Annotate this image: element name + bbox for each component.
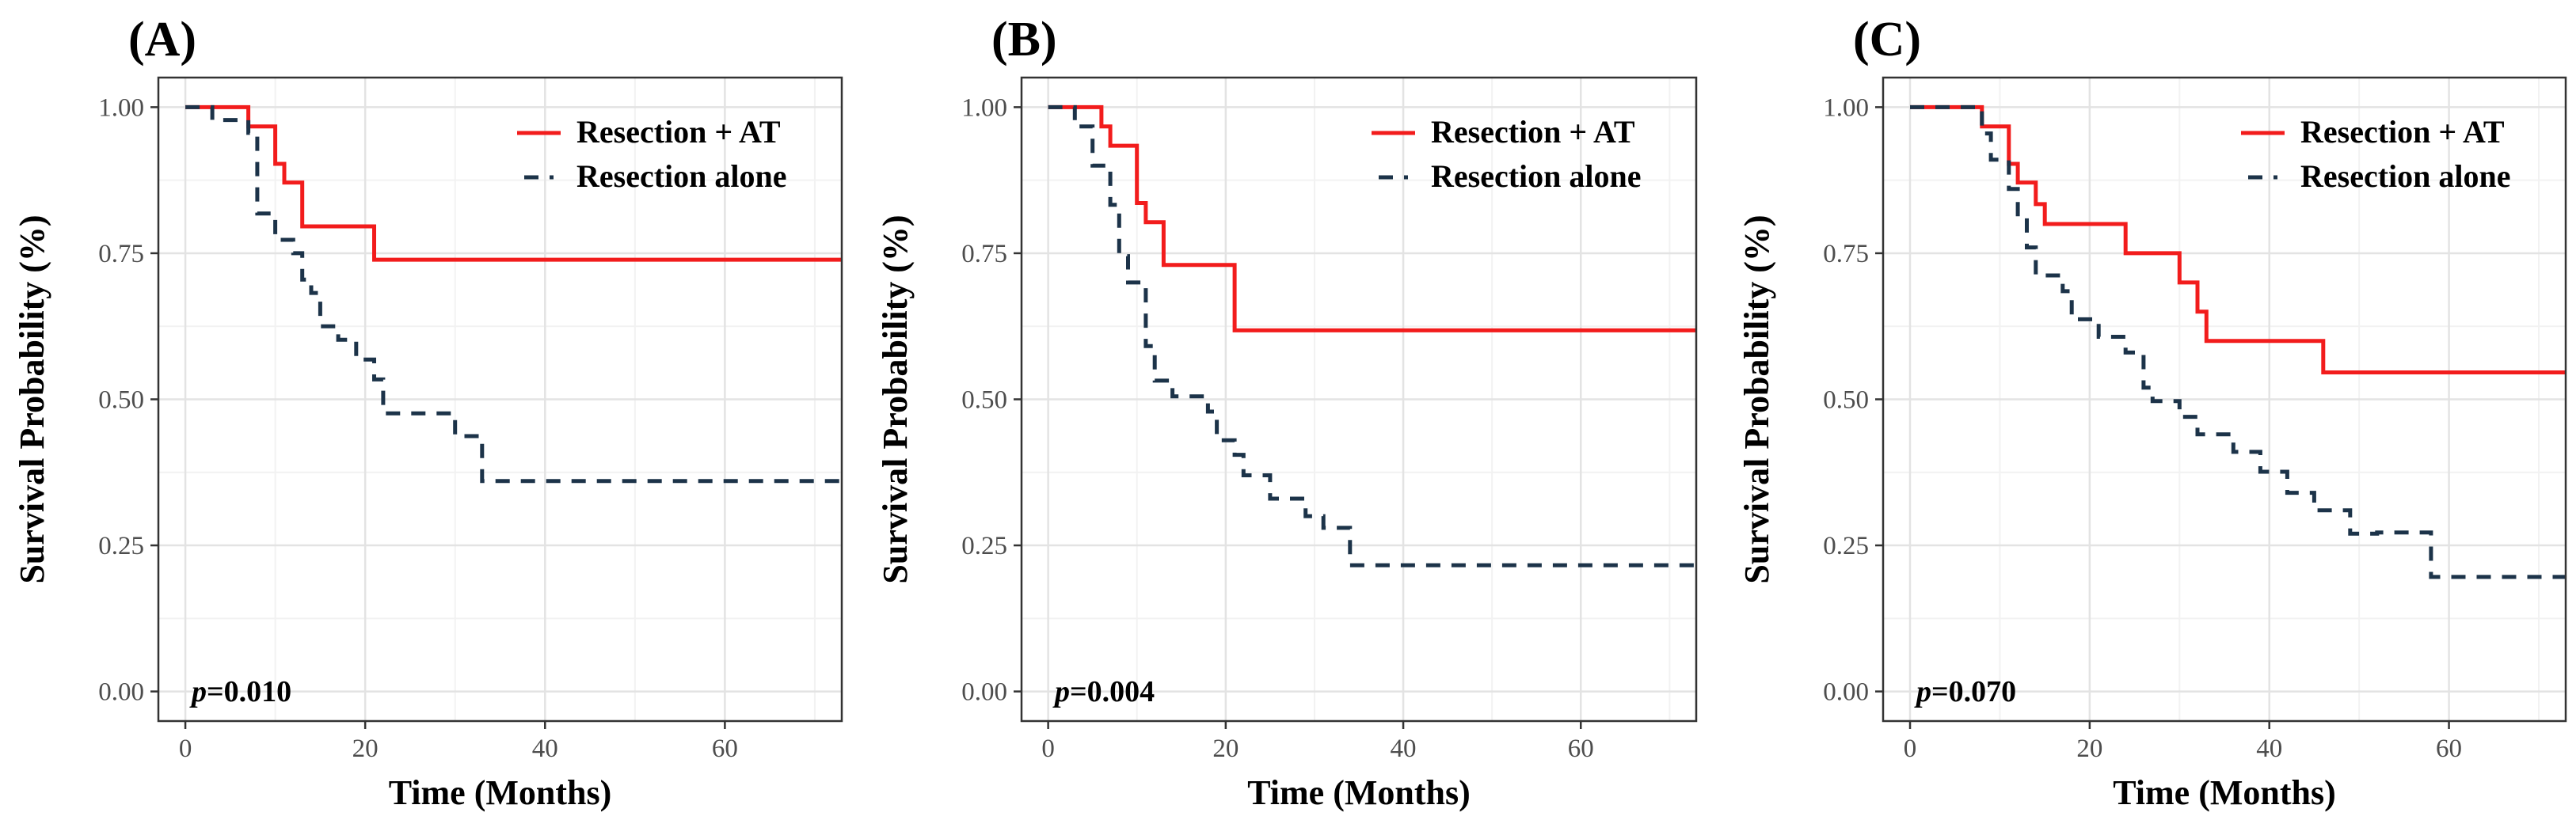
x-tick-label: 20 (352, 735, 379, 763)
x-tick-label: 40 (2256, 735, 2282, 763)
y-tick-label: 0.75 (1823, 240, 1869, 268)
x-tick-label: 0 (1041, 735, 1055, 763)
y-axis-title: Survival Probability (%) (13, 214, 51, 583)
y-tick-label: 0.00 (961, 678, 1007, 707)
x-tick-label: 20 (1212, 735, 1239, 763)
y-tick-label: 0.25 (98, 532, 144, 560)
series-line-resection-at (1048, 104, 1696, 332)
y-tick-label: 0.25 (1823, 532, 1869, 560)
x-axis-title: Time (Months) (2113, 773, 2336, 812)
p-value-number: =0.010 (207, 675, 291, 708)
x-tick-label: 40 (1391, 735, 1417, 763)
p-value-number: =0.004 (1070, 675, 1155, 708)
legend-label: Resection alone (576, 158, 787, 194)
series-line-resection-at (1910, 104, 2566, 374)
legend-label: Resection + AT (576, 114, 781, 150)
y-tick-label: 0.50 (1823, 386, 1869, 415)
y-tick-label: 1.00 (1823, 93, 1869, 122)
y-tick-label: 0.75 (961, 240, 1007, 268)
x-tick-label: 0 (179, 735, 192, 763)
p-value-symbol: p (1052, 675, 1070, 708)
legend-label: Resection alone (2300, 158, 2511, 194)
x-tick-label: 60 (1568, 735, 1594, 763)
series-line-resection-alone (1048, 104, 1696, 568)
x-tick-label: 60 (2436, 735, 2462, 763)
y-tick-label: 0.25 (961, 532, 1007, 560)
y-tick-label: 1.00 (961, 93, 1007, 122)
legend-label: Resection + AT (2300, 114, 2505, 150)
p-value-annotation: p=0.070 (1914, 675, 2016, 708)
chart-panel-b: 0 20 40 60 0.00 0.25 0.50 0.75 1.00 Time (Months)… (876, 13, 1698, 812)
y-tick-label: 0.75 (98, 240, 144, 268)
panel-label: (A) (128, 13, 196, 66)
p-value-annotation: p=0.004 (1052, 675, 1155, 708)
y-tick-label: 0.00 (98, 678, 144, 707)
chart-panel-c: 0 20 40 60 0.00 0.25 0.50 0.75 1.00 Time (Months)… (1737, 13, 2567, 812)
legend-label: Resection + AT (1431, 114, 1635, 150)
y-tick-label: 0.50 (961, 386, 1007, 415)
y-tick-label: 0.00 (1823, 678, 1869, 707)
p-value-annotation: p=0.010 (189, 675, 291, 708)
x-tick-label: 60 (712, 735, 738, 763)
panel-label: (B) (991, 13, 1057, 66)
y-axis-title: Survival Probability (%) (876, 214, 915, 583)
x-tick-label: 0 (1904, 735, 1917, 763)
y-tick-label: 0.50 (98, 386, 144, 415)
x-tick-label: 40 (532, 735, 558, 763)
y-axis-title: Survival Probability (%) (1737, 214, 1776, 583)
y-tick-label: 1.00 (98, 93, 144, 122)
p-value-symbol: p (189, 675, 207, 708)
p-value-symbol: p (1914, 675, 1931, 708)
x-axis-title: Time (Months) (1247, 773, 1471, 812)
x-tick-label: 20 (2076, 735, 2102, 763)
legend-label: Resection alone (1431, 158, 1642, 194)
chart-panel-a: 0 20 40 60 0.00 0.25 0.50 0.75 1.00 Time (Months)… (13, 13, 843, 812)
panel-label: (C) (1853, 13, 1921, 66)
x-axis-title: Time (Months) (389, 773, 612, 812)
p-value-number: =0.070 (1931, 675, 2016, 708)
series-line-resection-alone (185, 104, 842, 484)
